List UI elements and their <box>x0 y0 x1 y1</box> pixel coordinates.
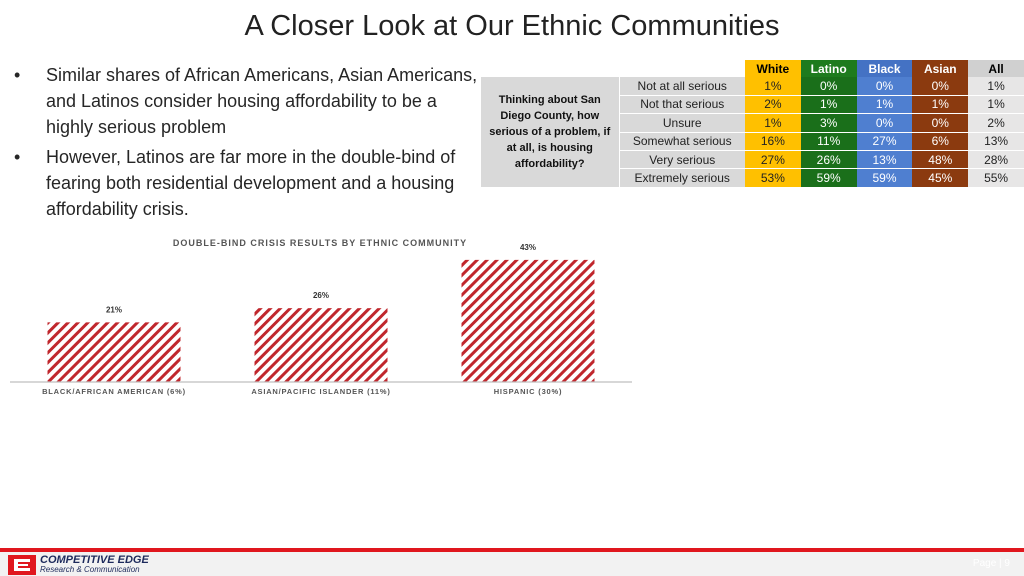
slide-title: A Closer Look at Our Ethnic Communities <box>244 10 780 42</box>
bullet-text: However, Latinos are far more in the dou… <box>46 147 456 219</box>
table-cell: 27% <box>744 149 801 169</box>
company-logo-text: COMPETITIVE EDGE Research & Communicatio… <box>40 555 149 575</box>
chart-title: DOUBLE-BIND CRISIS RESULTS BY ETHNIC COM… <box>172 238 468 248</box>
table-cell: 55% <box>968 168 1024 187</box>
brand-line-1: COMPETITIVE EDGE <box>40 554 149 566</box>
data-label: 26% <box>313 291 329 300</box>
table-row: Extremely serious 53% 59% 59% 45% 55% <box>481 168 1024 187</box>
table-cell: 59% <box>800 168 857 187</box>
table-cell: 45% <box>912 168 969 187</box>
row-label: Not that serious <box>618 94 745 114</box>
row-label: Somewhat serious <box>618 131 745 150</box>
table-cell: 16% <box>744 131 801 150</box>
table-cell: 1% <box>968 94 1024 114</box>
table-cell: 13% <box>856 149 913 169</box>
table-cell: 1% <box>744 113 801 132</box>
brand-line-2: Research & Communication <box>40 565 140 574</box>
table-cell: 28% <box>968 149 1024 169</box>
x-tick-label: HISPANIC (30%) <box>494 387 563 396</box>
row-label: Not at all serious <box>618 77 745 95</box>
table-cell: 0% <box>800 77 857 95</box>
table-cell: 59% <box>856 168 913 187</box>
bullet-item: • Similar shares of African Americans, As… <box>14 62 484 140</box>
bar <box>254 308 388 382</box>
table-cell: 11% <box>800 131 857 150</box>
table-row: Not that serious 2% 1% 1% 1% 1% <box>481 94 1024 114</box>
row-label: Unsure <box>618 113 745 132</box>
col-header-black: Black <box>856 60 913 78</box>
table-row: Somewhat serious 16% 11% 27% 6% 13% <box>481 131 1024 150</box>
table-cell: 0% <box>912 77 969 95</box>
table-cell: 27% <box>856 131 913 150</box>
table-row: Unsure 1% 3% 0% 0% 2% <box>481 113 1024 132</box>
bar <box>47 322 181 382</box>
data-label: 43% <box>520 243 536 252</box>
col-header-all: All <box>968 60 1024 78</box>
footer-accent-bar <box>0 548 1024 552</box>
survey-table: White Latino Black Asian All Thinking ab… <box>481 60 1024 187</box>
col-header-white: White <box>744 60 801 78</box>
x-tick-label: ASIAN/PACIFIC ISLANDER (11%) <box>251 387 390 396</box>
company-logo-icon <box>8 555 36 575</box>
bullet-dot: • <box>14 147 21 167</box>
col-header-asian: Asian <box>912 60 969 78</box>
bullet-list: • Similar shares of African Americans, As… <box>14 62 484 226</box>
table-cell: 2% <box>968 113 1024 132</box>
table-cell: 6% <box>912 131 969 150</box>
table-cell: 1% <box>800 94 857 114</box>
table-cell: 1% <box>968 77 1024 95</box>
footer: COMPETITIVE EDGE Research & Communicatio… <box>0 552 1024 576</box>
table-cell: 13% <box>968 131 1024 150</box>
table-cell: 0% <box>856 113 913 132</box>
bullet-dot: • <box>14 65 21 85</box>
row-label: Very serious <box>618 149 745 169</box>
table-row: Very serious 27% 26% 13% 48% 28% <box>481 149 1024 169</box>
page-number: Page | 9 <box>972 558 1010 569</box>
table-cell: 48% <box>912 149 969 169</box>
table-cell: 2% <box>744 94 801 114</box>
table-cell: 0% <box>856 77 913 95</box>
table-cell: 1% <box>912 94 969 114</box>
col-header-latino: Latino <box>800 60 857 78</box>
table-cell: 0% <box>912 113 969 132</box>
bullet-item: • However, Latinos are far more in the do… <box>14 144 484 222</box>
table-row: Thinking about San Diego County, how ser… <box>481 77 1024 187</box>
bar <box>461 259 595 382</box>
table-cell: 26% <box>800 149 857 169</box>
bar-chart: 21% BLACK/AFRICAN AMERICAN (6%) 26% ASIAN/P… <box>10 243 632 396</box>
survey-question: Thinking about San Diego County, how ser… <box>481 77 619 187</box>
table-cell: 1% <box>856 94 913 114</box>
table-cell: 53% <box>744 168 801 187</box>
row-label: Extremely serious <box>618 168 745 187</box>
x-tick-label: BLACK/AFRICAN AMERICAN (6%) <box>42 387 186 396</box>
table-cell: 1% <box>744 77 801 95</box>
bullet-text: Similar shares of African Americans, Asi… <box>46 65 478 137</box>
table-cell: 3% <box>800 113 857 132</box>
table-header-row: White Latino Black Asian All <box>481 60 1024 78</box>
data-label: 21% <box>106 305 122 314</box>
